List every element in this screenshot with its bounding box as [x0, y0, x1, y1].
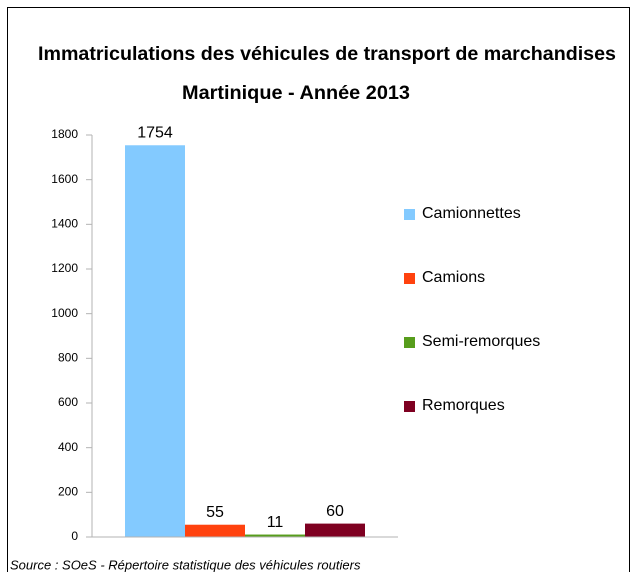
bar	[245, 534, 305, 537]
legend-label: Remorques	[422, 397, 505, 414]
chart-subtitle: Martinique - Année 2013	[182, 83, 410, 104]
chart-title: Immatriculations des véhicules de transp…	[38, 44, 616, 65]
data-label: 55	[206, 504, 224, 521]
y-tick-label: 1800	[51, 127, 78, 141]
data-label: 11	[267, 514, 284, 531]
y-tick-label: 200	[58, 485, 78, 499]
legend-label: Camions	[422, 269, 485, 286]
y-tick-label: 1000	[51, 306, 78, 320]
legend-label: Semi-remorques	[422, 333, 540, 350]
legend-swatch	[404, 401, 415, 412]
y-tick-label: 1600	[51, 172, 78, 186]
y-tick-label: 1200	[51, 261, 78, 275]
bar	[305, 523, 365, 537]
data-label: 1754	[137, 124, 173, 141]
frame	[7, 7, 630, 572]
bar	[125, 145, 185, 538]
y-tick-label: 1400	[51, 217, 78, 231]
y-tick-label: 600	[58, 395, 78, 409]
source-note: Source : SOeS - Répertoire statistique d…	[10, 557, 361, 572]
data-label: 60	[326, 503, 344, 520]
y-tick-label: 400	[58, 440, 78, 454]
y-tick-label: 800	[58, 351, 78, 365]
bar	[185, 524, 245, 537]
legend-swatch	[404, 273, 415, 284]
y-tick-label: 0	[71, 529, 78, 543]
legend-label: Camionnettes	[422, 205, 521, 222]
legend-swatch	[404, 209, 415, 220]
legend-swatch	[404, 337, 415, 348]
